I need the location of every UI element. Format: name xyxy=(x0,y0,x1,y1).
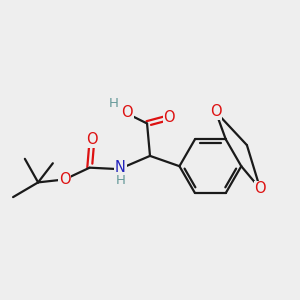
Text: O: O xyxy=(163,110,175,125)
Text: O: O xyxy=(86,132,98,147)
Text: O: O xyxy=(254,181,266,196)
Text: H: H xyxy=(109,97,119,110)
Text: N: N xyxy=(115,160,126,175)
Text: H: H xyxy=(116,174,125,187)
Text: O: O xyxy=(210,104,222,119)
Text: O: O xyxy=(121,105,133,120)
Text: O: O xyxy=(59,172,70,187)
